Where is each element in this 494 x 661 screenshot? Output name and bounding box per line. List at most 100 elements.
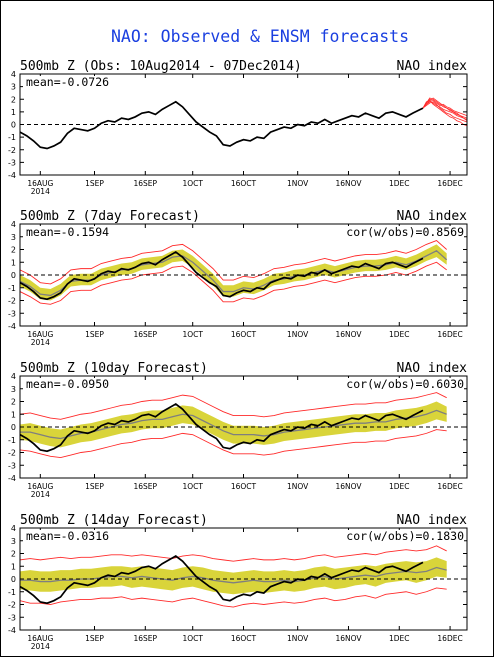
y-tick-label: 0	[11, 575, 16, 584]
panel-right-label: NAO index	[397, 513, 468, 528]
y-tick-label: 4	[11, 70, 16, 79]
y-tick-label: 4	[11, 524, 16, 533]
plot-area	[20, 97, 467, 150]
x-tick-label: 16NOV	[335, 330, 362, 339]
correlation-label: cor(w/obs)=0.1830	[346, 529, 464, 543]
observed-nao-line	[20, 100, 424, 150]
x-tick-label: 1OCT	[182, 634, 203, 643]
x-tick-label: 16NOV	[335, 634, 362, 643]
x-tick-label: 1SEP	[85, 482, 104, 491]
y-tick-label: -1	[8, 588, 16, 597]
panel-right-label: NAO index	[397, 361, 468, 376]
y-tick-label: -2	[8, 601, 16, 610]
y-tick-label: -4	[8, 171, 16, 180]
x-tick-label: 1DEC	[389, 330, 410, 339]
x-tick-sublabel: 2014	[31, 187, 50, 196]
plot-area	[20, 545, 467, 608]
y-tick-label: -3	[8, 461, 16, 470]
x-tick-label: 1NOV	[287, 330, 309, 339]
mean-label: mean=-0.1594	[26, 225, 109, 239]
x-tick-label: 16AUG	[27, 179, 53, 188]
y-tick-label: -1	[8, 284, 16, 293]
y-tick-label: -3	[8, 309, 16, 318]
y-tick-label: 2	[11, 398, 16, 407]
stat-label-bg	[23, 530, 109, 543]
panel-2: 500mb Z (7day Forecast) NAO index -4 -3 -2 -1…	[8, 209, 468, 347]
x-tick-label: 16OCT	[231, 482, 257, 491]
stat-label-bg	[23, 378, 109, 391]
ensemble-max-line	[20, 240, 447, 285]
y-tick-label: -4	[8, 626, 16, 635]
x-tick-sublabel: 2014	[31, 338, 50, 347]
panel-3: 500mb Z (10day Forecast) NAO index -4 -3 -2 -…	[8, 361, 468, 499]
forecast-member-line	[422, 97, 467, 119]
y-tick-label: 1	[11, 108, 16, 117]
forecast-member-line	[422, 98, 467, 117]
forecast-member-line	[422, 99, 467, 122]
x-tick-label: 1SEP	[85, 179, 104, 188]
x-tick-label: 16OCT	[231, 634, 257, 643]
x-tick-label: 1NOV	[287, 179, 309, 188]
y-tick-label: -2	[8, 297, 16, 306]
x-tick-label: 16DEC	[437, 634, 462, 643]
stat-label-bg	[23, 226, 109, 239]
y-tick-label: -1	[8, 133, 16, 142]
ensemble-min-line	[20, 587, 447, 608]
x-tick-label: 16SEP	[134, 179, 158, 188]
x-tick-label: 16SEP	[134, 482, 158, 491]
x-tick-label: 16AUG	[27, 634, 53, 643]
ensemble-max-line	[20, 545, 447, 562]
x-tick-label: 16OCT	[231, 330, 257, 339]
panel-1: 500mb Z (Obs: 10Aug2014 - 07Dec2014) NAO …	[8, 59, 468, 196]
x-tick-label: 16AUG	[27, 330, 53, 339]
plot-area	[20, 392, 467, 459]
y-tick-label: 3	[11, 537, 16, 546]
x-tick-label: 1SEP	[85, 634, 104, 643]
y-tick-label: 2	[11, 246, 16, 255]
mean-label: mean=-0.0726	[26, 75, 109, 89]
y-tick-label: 3	[11, 385, 16, 394]
mean-label: mean=-0.0316	[26, 529, 109, 543]
y-tick-label: 4	[11, 220, 16, 229]
x-tick-label: 1NOV	[287, 482, 309, 491]
y-tick-label: 3	[11, 83, 16, 92]
x-tick-label: 1DEC	[389, 482, 410, 491]
observed-nao-line	[20, 403, 424, 453]
panel-right-label: NAO index	[397, 209, 468, 224]
x-tick-label: 16SEP	[134, 634, 158, 643]
x-tick-label: 16AUG	[27, 482, 53, 491]
x-tick-label: 1DEC	[389, 179, 410, 188]
ensemble-spread-band	[20, 401, 447, 448]
x-tick-label: 16DEC	[437, 179, 462, 188]
y-tick-label: -3	[8, 613, 16, 622]
panel-title: 500mb Z (Obs: 10Aug2014 - 07Dec2014)	[20, 59, 302, 74]
y-tick-label: 0	[11, 423, 16, 432]
observed-nao-line	[20, 555, 424, 605]
x-tick-label: 1DEC	[389, 634, 410, 643]
x-tick-label: 1NOV	[287, 634, 309, 643]
stat-label-bg	[23, 76, 109, 89]
y-tick-label: -2	[8, 449, 16, 458]
panel-title: 500mb Z (14day Forecast)	[20, 513, 208, 528]
y-tick-label: 0	[11, 271, 16, 280]
y-tick-label: 2	[11, 550, 16, 559]
cor-label-bg	[333, 226, 464, 239]
y-tick-label: -2	[8, 146, 16, 155]
y-tick-label: 3	[11, 233, 16, 242]
forecast-member-line	[422, 101, 467, 123]
x-tick-sublabel: 2014	[31, 490, 50, 499]
y-tick-label: -4	[8, 474, 16, 483]
y-tick-label: -3	[8, 158, 16, 167]
panel-right-label: NAO index	[397, 59, 468, 74]
panel-4: 500mb Z (14day Forecast) NAO index -4 -3 -2 -…	[8, 513, 468, 651]
y-tick-label: 2	[11, 95, 16, 104]
x-tick-label: 16DEC	[437, 330, 462, 339]
y-tick-label: 1	[11, 562, 16, 571]
x-tick-label: 16SEP	[134, 330, 158, 339]
y-tick-label: -1	[8, 436, 16, 445]
correlation-label: cor(w/obs)=0.6030	[346, 377, 464, 391]
x-tick-label: 16OCT	[231, 179, 257, 188]
panel-title: 500mb Z (7day Forecast)	[20, 209, 200, 224]
y-tick-label: 1	[11, 410, 16, 419]
